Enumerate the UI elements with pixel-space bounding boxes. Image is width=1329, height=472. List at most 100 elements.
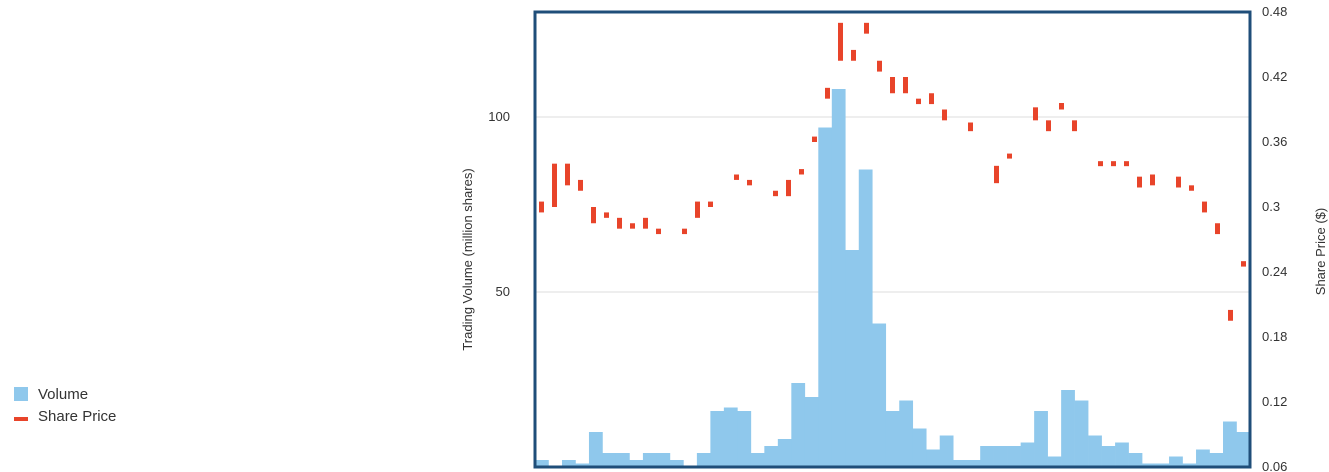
volume-bar — [1047, 456, 1062, 467]
price-mark — [825, 87, 830, 99]
price-swatch-icon — [14, 417, 28, 421]
legend: Volume Share Price — [14, 383, 116, 427]
grid-lines — [535, 116, 1250, 293]
price-mark — [1189, 185, 1194, 191]
volume-bar — [737, 411, 752, 467]
volume-bar — [642, 453, 657, 467]
volume-bar — [845, 250, 860, 467]
volume-bar — [777, 439, 792, 467]
price-mark — [617, 217, 622, 229]
volume-bar — [1142, 463, 1156, 467]
price-mark — [799, 169, 804, 175]
volume-bar — [1088, 435, 1102, 467]
volume-bar — [1223, 421, 1237, 467]
price-mark — [1150, 174, 1155, 186]
volume-bar — [710, 411, 725, 467]
volume-bar — [1155, 463, 1170, 467]
volume-bar — [885, 411, 900, 467]
legend-label-volume: Volume — [38, 385, 89, 403]
volume-bar — [602, 453, 617, 467]
price-mark — [565, 163, 570, 186]
left-axis-title: Trading Volume (million shares) — [460, 168, 475, 350]
price-mark — [916, 98, 921, 105]
volume-bar — [588, 432, 603, 467]
price-mark — [903, 77, 908, 94]
volume-bar — [872, 323, 887, 467]
volume-bar — [1209, 453, 1224, 467]
price-mark — [656, 228, 661, 235]
price-mark — [604, 212, 609, 218]
legend-item-volume: Volume — [14, 383, 116, 405]
volume-bar — [750, 453, 765, 467]
right-tick-label: 0.24 — [1262, 264, 1287, 279]
price-mark — [1111, 161, 1116, 167]
price-mark — [1046, 120, 1051, 132]
right-tick-label: 0.3 — [1262, 199, 1280, 214]
price-mark — [1176, 176, 1181, 188]
price-mark — [630, 223, 635, 229]
volume-bar — [615, 453, 630, 467]
volume-bar — [912, 428, 927, 467]
price-mark — [578, 179, 583, 191]
price-mark — [682, 228, 687, 235]
price-mark — [591, 207, 596, 224]
price-mark — [968, 122, 973, 132]
volume-bar — [1115, 442, 1129, 467]
left-tick-label: 100 — [488, 109, 510, 124]
volume-bar — [1034, 411, 1048, 467]
volume-bar — [575, 463, 590, 467]
volume-bar — [696, 453, 711, 467]
price-mark — [734, 174, 739, 180]
volume-bar — [1101, 446, 1116, 467]
price-mark — [864, 22, 869, 34]
price-mark — [1124, 161, 1129, 167]
volume-bar — [831, 89, 846, 467]
volume-bar — [1196, 449, 1210, 467]
volume-bar — [804, 397, 819, 467]
volume-bar — [1061, 390, 1075, 467]
price-mark — [890, 77, 895, 94]
price-mark — [539, 201, 544, 213]
price-mark — [942, 109, 947, 121]
price-mark — [747, 179, 752, 186]
volume-bar — [818, 127, 833, 467]
volume-bar — [858, 169, 873, 467]
volume-bar — [791, 383, 806, 467]
volume-bar — [1169, 456, 1183, 467]
price-mark — [1202, 201, 1207, 213]
volume-bar — [980, 446, 994, 467]
legend-item-price: Share Price — [14, 405, 116, 427]
right-tick-label: 0.06 — [1262, 459, 1287, 472]
price-mark — [994, 165, 999, 184]
volume-bar — [1020, 442, 1035, 467]
right-tick-label: 0.18 — [1262, 329, 1287, 344]
plot-frame — [533, 10, 1252, 469]
right-tick-label: 0.48 — [1262, 4, 1287, 19]
volume-bar — [535, 460, 549, 467]
left-tick-label: 50 — [496, 284, 510, 299]
price-mark — [786, 179, 791, 197]
price-mark — [552, 163, 557, 207]
volume-bar — [723, 407, 738, 467]
price-mark — [1072, 120, 1077, 132]
price-mark — [877, 60, 882, 72]
volume-bar — [1182, 463, 1197, 467]
volume-bar — [993, 446, 1008, 467]
price-mark — [1059, 103, 1064, 110]
price-mark — [812, 136, 817, 142]
volume-bar — [1074, 400, 1089, 467]
volume-bar — [966, 460, 981, 467]
volume-bar — [939, 435, 954, 467]
price-mark — [1228, 309, 1233, 321]
volume-bars — [535, 89, 1251, 467]
volume-bar — [669, 460, 684, 467]
price-mark — [1033, 107, 1038, 121]
right-axis-ticks: 0.06 0.12 0.18 0.24 0.3 0.36 0.42 0.48 — [1262, 4, 1287, 472]
volume-bar — [1236, 432, 1251, 467]
right-tick-label: 0.36 — [1262, 134, 1287, 149]
price-mark — [1007, 153, 1012, 159]
price-marks — [539, 22, 1246, 321]
price-mark — [851, 49, 856, 61]
volume-bar — [1128, 453, 1143, 467]
